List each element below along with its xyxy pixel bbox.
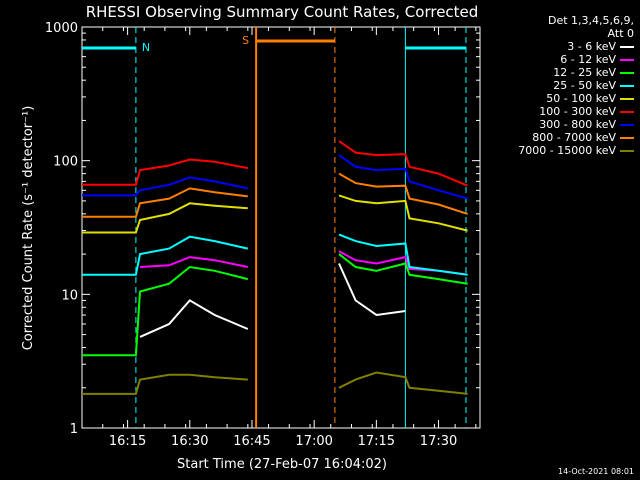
series-line [139,256,249,268]
legend-label: 25 - 50 keV [553,79,616,92]
legend-header-line-1: Det 1,3,4,5,6,9, [547,14,634,27]
series-line [338,253,468,285]
series-line [82,158,248,186]
legend-label: 50 - 100 keV [546,92,616,105]
x-axis-label: Start Time (27-Feb-07 16:04:02) [177,457,387,472]
x-tick-label: 16:30 [171,434,208,449]
legend-item: 100 - 300 keV [518,105,634,118]
legend-label: 3 - 6 keV [567,40,616,53]
legend-label: 300 - 800 keV [539,118,616,131]
legend-swatch [620,71,634,74]
x-tick-label: 16:45 [233,434,270,449]
series-line [82,373,248,395]
series-line [338,154,468,200]
legend-label: 6 - 12 keV [560,53,616,66]
legend-swatch [620,45,634,48]
x-tick-label: 16:15 [109,434,146,449]
legend-label: 100 - 300 keV [539,105,616,118]
chart-title: RHESSI Observing Summary Count Rates, Co… [86,3,479,21]
y-tick-label: 1000 [45,21,78,36]
y-axis-label: Corrected Count Rate (s⁻¹ detector⁻¹) [21,106,36,351]
series-line [82,235,249,276]
series-line [139,299,249,338]
legend-item: 3 - 6 keV [518,40,634,53]
legend-swatch [620,110,634,113]
series-line [82,202,248,234]
legend-header-line-2: Att 0 [607,27,634,40]
legend-swatch [620,123,634,126]
y-tick-label: 100 [53,155,78,170]
legend-item: 6 - 12 keV [518,53,634,66]
series-line [338,233,468,276]
legend-swatch [620,84,634,87]
saa-flag-label: S [242,34,249,47]
legend-label: 800 - 7000 keV [532,131,616,144]
generation-timestamp: 14-Oct-2021 08:01 [558,467,634,476]
legend-swatch [620,136,634,139]
series-line [82,176,249,197]
y-tick-label: 10 [61,288,78,303]
legend-swatch [620,97,634,100]
legend-item: 50 - 100 keV [518,92,634,105]
legend-label: 12 - 25 keV [553,66,616,79]
legend-item: 12 - 25 keV [518,66,634,79]
series-line [82,265,249,357]
legend-swatch [620,58,634,61]
legend-item: 800 - 7000 keV [518,131,634,144]
legend-swatch [620,149,634,152]
legend-label: 7000 - 15000 keV [518,144,616,157]
series-line [338,172,468,215]
plot-area: 1 10 100 1000 16:15 16:30 16:45 17:00 17:15 17:30… [45,21,481,449]
legend-item: 7000 - 15000 keV [518,144,634,157]
night-flag-label: N [142,41,150,54]
series-line [338,371,468,395]
series-line [338,263,406,317]
series-line [338,140,468,187]
plot-frame [81,26,481,429]
legend-item: 25 - 50 keV [518,79,634,92]
series-line [82,187,248,218]
series-line [338,194,468,232]
x-tick-label: 17:30 [420,434,457,449]
y-tick-label: 1 [70,422,78,437]
legend: Det 1,3,4,5,6,9, Att 0 3 - 6 keV 6 - 12 k… [518,14,634,157]
x-tick-label: 17:00 [295,434,332,449]
legend-item: 300 - 800 keV [518,118,634,131]
x-tick-label: 17:15 [358,434,395,449]
